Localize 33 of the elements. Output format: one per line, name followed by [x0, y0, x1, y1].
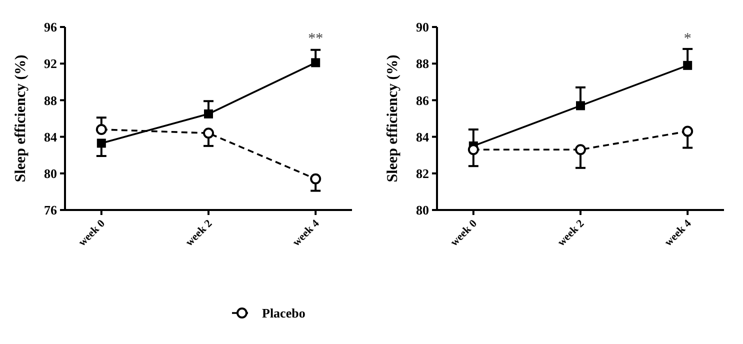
y-tick-label: 80	[416, 202, 429, 218]
y-tick-label: 96	[44, 20, 58, 35]
y-tick-label: 88	[44, 92, 58, 108]
point	[683, 60, 692, 70]
y-tick-label: 90	[416, 20, 429, 35]
x-tick-label: week 4	[662, 217, 694, 249]
y-tick-label: 82	[416, 166, 429, 181]
annotation: *	[684, 31, 692, 47]
annotation: **	[308, 31, 324, 47]
x-tick-label: week 0	[76, 217, 108, 249]
point	[575, 144, 586, 156]
point	[203, 128, 214, 139]
y-tick-label: 84	[416, 129, 430, 144]
point	[576, 101, 585, 110]
point	[96, 138, 106, 148]
y-tick-label: 92	[44, 56, 57, 72]
x-tick-label: week 0	[448, 217, 480, 249]
point	[311, 58, 320, 68]
point	[682, 126, 694, 137]
y-axis-title: Sleep efficiency (%)	[385, 54, 401, 182]
point	[204, 109, 213, 118]
y-axis-title: Sleep efficiency (%)	[13, 54, 29, 182]
y-tick-label: 84	[44, 129, 58, 144]
legend-label: Placebo	[262, 306, 306, 321]
x-tick-label: week 4	[290, 217, 322, 249]
point	[96, 124, 107, 135]
y-tick-label: 80	[44, 166, 57, 181]
y-tick-label: 86	[416, 92, 430, 108]
y-tick-label: 88	[416, 56, 430, 72]
y-tick-label: 76	[44, 202, 58, 218]
point	[310, 173, 322, 184]
x-tick-label: week 2	[183, 217, 215, 249]
x-tick-label: week 2	[555, 217, 587, 249]
